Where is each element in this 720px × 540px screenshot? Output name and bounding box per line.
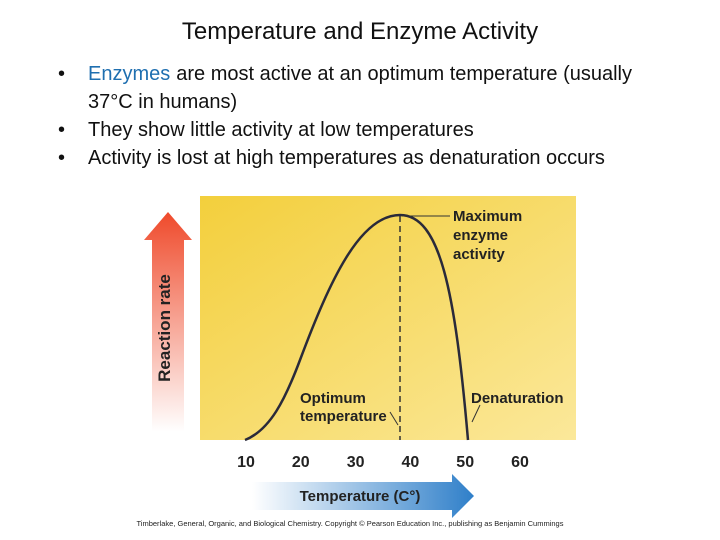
credit: Timberlake, General, Organic, and Biolog… — [137, 519, 564, 528]
bullet-text: Activity is lost at high temperatures as… — [88, 147, 605, 169]
curve — [244, 213, 470, 442]
bullet: They show little activity at low tempera… — [58, 116, 648, 144]
bullet: Activity is lost at high temperatures as… — [58, 144, 648, 172]
x-tick-label: 30 — [347, 454, 365, 471]
x-tick-label: 20 — [292, 454, 310, 471]
x-tick-label: 60 — [511, 454, 529, 471]
bullet-text: are most active at an optimum temperatur… — [88, 63, 633, 113]
bullet-text: They show little activity at low tempera… — [88, 119, 474, 141]
highlight: Enzymes — [88, 63, 171, 85]
annotation: temperature — [300, 408, 387, 425]
x-ticks: 10 20 30 40 50 60 — [237, 454, 529, 471]
x-axis-label: Temperature (C°) — [300, 488, 421, 505]
annotation: enzyme — [453, 227, 508, 244]
leader — [471, 404, 481, 423]
x-tick-label: 10 — [237, 454, 255, 471]
x-arrow — [252, 474, 474, 518]
y-arrow — [144, 212, 192, 432]
annotation: Optimum — [300, 390, 366, 407]
plot-panel — [200, 196, 576, 440]
x-tick-label: 50 — [456, 454, 474, 471]
x-tick-label: 40 — [402, 454, 420, 471]
annotation: Denaturation — [471, 390, 564, 407]
annotation: activity — [453, 246, 505, 263]
slide-title: Temperature and Enzyme Activity — [181, 18, 539, 45]
annotation: Maximum — [453, 208, 522, 225]
leader — [389, 411, 399, 426]
y-axis-label: Reaction rate — [155, 274, 174, 382]
